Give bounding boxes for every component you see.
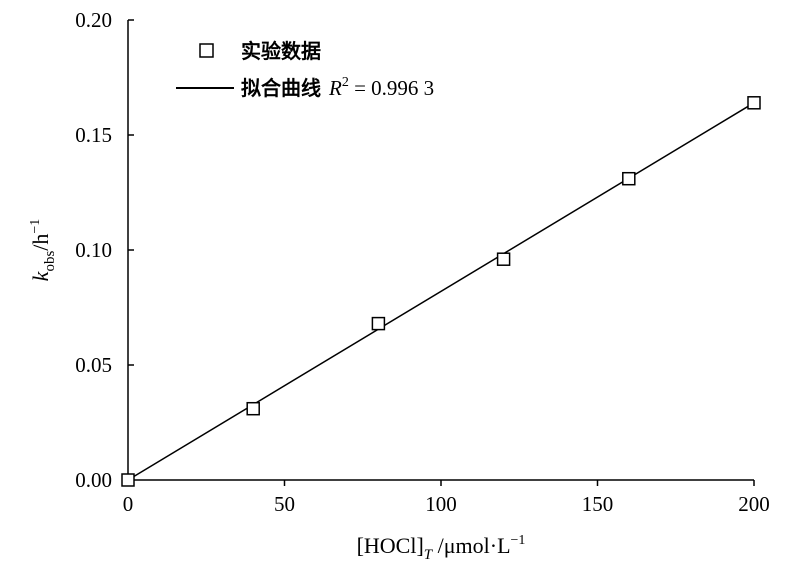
y-axis-title: kobs/h−1 [28,219,58,282]
data-point [622,171,636,186]
y-axis-ticks: 0.00 0.05 0.10 0.15 0.20 [75,8,134,492]
x-tick-label: 200 [738,492,770,516]
data-point [121,473,135,487]
y-tick-label: 0.20 [75,8,112,32]
data-points [121,96,761,487]
y-tick-label: 0.00 [75,468,112,492]
legend-label-experimental: 实验数据 [241,39,321,63]
legend-marker-square [199,43,214,58]
legend: 实验数据 拟合曲线 R2 = 0.996 3 [176,39,434,100]
y-tick-label: 0.10 [75,238,112,262]
legend-r-squared: R2 = 0.996 3 [328,75,434,100]
fit-line [127,102,755,481]
x-tick-label: 0 [123,492,134,516]
x-tick-label: 100 [425,492,457,516]
x-tick-label: 150 [582,492,614,516]
y-tick-label: 0.05 [75,353,112,377]
data-point [747,96,761,110]
data-point [496,252,511,266]
y-tick-label: 0.15 [75,123,112,147]
x-axis-ticks: 0 50 100 150 200 [123,480,770,516]
data-point [246,401,260,416]
legend-label-fit: 拟合曲线 [241,76,321,100]
x-tick-label: 50 [274,492,295,516]
data-point [371,316,386,331]
x-axis-title: [HOCl]T /μmol·L−1 [357,533,526,563]
